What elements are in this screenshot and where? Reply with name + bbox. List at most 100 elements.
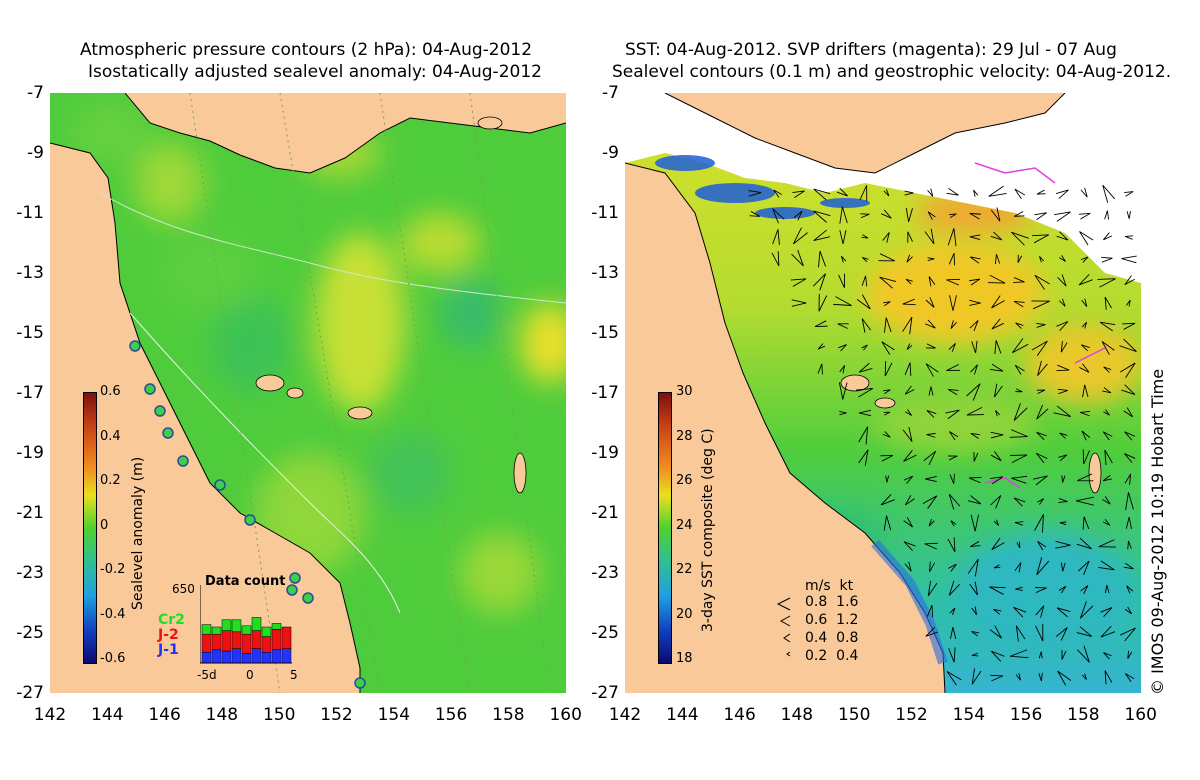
velocity-arrow [1125, 492, 1134, 510]
lat-tick: -17 [591, 383, 619, 403]
velocity-arrow [1102, 184, 1116, 203]
tide-gauge-markers [129, 340, 366, 689]
velocity-arrow [882, 232, 890, 243]
velocity-arrow [1037, 498, 1044, 505]
velocity-arrow [1122, 322, 1136, 330]
credit-text: © IMOS 09-Aug-2012 10:19 Hobart Time [1148, 368, 1167, 695]
velocity-arrow [839, 206, 848, 224]
velocity-arrow [1104, 296, 1112, 310]
velocity-legend-row-3: 0.2 0.4 [805, 648, 859, 664]
velocity-arrow [927, 257, 935, 262]
velocity-arrow [883, 515, 892, 531]
velocity-arrow [883, 411, 891, 416]
velocity-arrow [1076, 537, 1092, 550]
velocity-arrow [966, 406, 984, 416]
colorbar-tick: 0.4 [100, 428, 121, 444]
lon-tick: 154 [952, 705, 986, 725]
data-count-bar-j-1 [281, 648, 292, 664]
lon-tick: 158 [492, 705, 525, 725]
velocity-arrow [949, 473, 955, 485]
data-count-bar-j-1 [201, 651, 212, 664]
lon-tick: 146 [148, 705, 181, 725]
lat-tick: -23 [16, 563, 44, 583]
velocity-arrow [1061, 649, 1067, 660]
velocity-arrow [1034, 212, 1047, 221]
velocity-arrow [1011, 231, 1029, 246]
velocity-arrow [969, 299, 981, 306]
velocity-arrow [995, 410, 1001, 417]
lat-tick: -7 [27, 83, 44, 103]
velocity-arrow [987, 274, 1006, 284]
velocity-arrow [1038, 672, 1043, 682]
lon-tick: 144 [91, 705, 124, 725]
pressure-contours [189, 93, 551, 693]
velocity-arrow [813, 229, 831, 242]
velocity-arrow [1060, 340, 1068, 353]
velocity-arrow [1082, 516, 1090, 530]
velocity-arrow [926, 410, 937, 418]
velocity-arrow [1057, 670, 1072, 686]
velocity-arrow [772, 208, 785, 224]
velocity-arrow [905, 278, 913, 285]
left-title-line2: Isostatically adjusted sealevel anomaly:… [88, 62, 542, 82]
velocity-arrow [971, 631, 980, 637]
velocity-arrow [973, 189, 979, 197]
lon-tick: 152 [895, 705, 928, 725]
velocity-arrow [1080, 256, 1089, 263]
velocity-arrow [1015, 388, 1023, 393]
velocity-arrow [903, 449, 917, 462]
lon-tick: 156 [434, 705, 468, 725]
velocity-arrow [880, 494, 895, 506]
velocity-arrow [1015, 586, 1023, 591]
velocity-arrow [991, 650, 1005, 662]
islands [255, 116, 527, 494]
velocity-arrow [1120, 627, 1136, 642]
sealevel-colorbar-label: Sealevel anomaly (m) [130, 456, 146, 610]
lat-tick: -9 [602, 143, 619, 163]
velocity-arrow [1036, 431, 1047, 440]
velocity-arrow [839, 411, 847, 416]
velocity-arrow [989, 363, 1004, 372]
velocity-arrow [1055, 627, 1068, 641]
velocity-arrow [885, 475, 890, 483]
velocity-arrow [904, 362, 912, 376]
velocity-arrow [1100, 607, 1113, 617]
velocity-arrow [1055, 189, 1069, 199]
colorbar-tick: 0.6 [100, 384, 121, 399]
velocity-arrow [1080, 585, 1089, 594]
velocity-arrow [947, 228, 957, 247]
velocity-arrow [1076, 626, 1092, 637]
velocity-arrow [856, 294, 871, 310]
velocity-arrow [840, 255, 847, 263]
velocity-arrow [967, 495, 982, 505]
colorbar-tick: -0.2 [100, 562, 126, 577]
velocity-arrow [947, 537, 956, 553]
velocity-arrow [1031, 300, 1050, 310]
lon-tick: 144 [666, 705, 699, 725]
velocity-arrow [1039, 256, 1045, 263]
velocity-arrow [1009, 429, 1028, 438]
velocity-arrow [882, 431, 891, 438]
velocity-arrow [1057, 388, 1068, 395]
colorbar-tick: 0 [100, 517, 109, 533]
velocity-arrow [1015, 322, 1024, 329]
velocity-arrow [990, 231, 1003, 241]
velocity-arrow [1125, 673, 1135, 683]
velocity-arrow [1123, 407, 1133, 418]
lon-tick: 142 [608, 705, 642, 725]
velocity-arrow [1079, 601, 1094, 619]
data-count-bar-cr2 [201, 624, 212, 635]
velocity-arrow [1010, 649, 1029, 659]
velocity-arrow [1057, 274, 1067, 287]
velocity-arrow [883, 301, 891, 307]
lat-tick: -7 [602, 83, 619, 103]
velocity-arrow [813, 188, 831, 201]
right-title-line1: SST: 04-Aug-2012. SVP drifters (magenta)… [625, 40, 1117, 60]
lat-tick: -11 [591, 203, 619, 223]
velocity-arrow [1125, 517, 1132, 529]
colorbar-tick: -0.6 [100, 651, 126, 666]
velocity-arrow [949, 626, 957, 640]
data-count-title: Data count [205, 574, 286, 589]
velocity-arrow [1077, 473, 1094, 482]
velocity-arrow [1058, 454, 1068, 462]
